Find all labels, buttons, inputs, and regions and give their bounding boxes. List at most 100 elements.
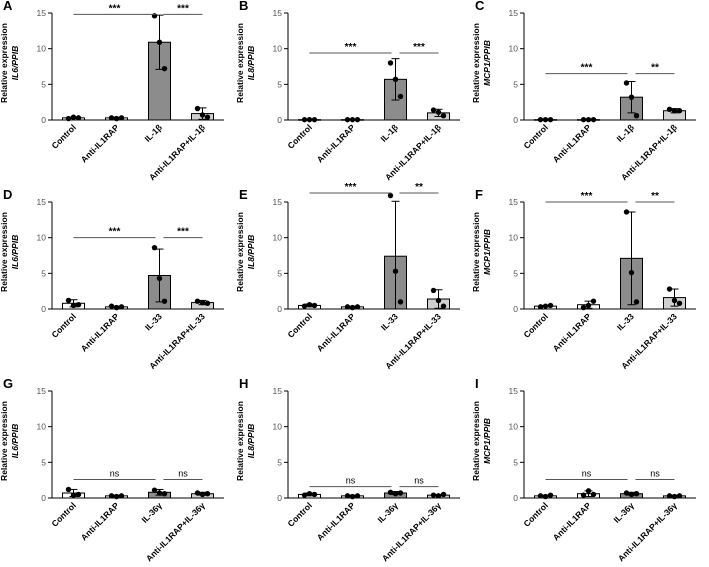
x-tick-label: IL-36γ xyxy=(375,500,400,525)
y-tick-label: 5 xyxy=(41,268,46,278)
significance-label: *** xyxy=(345,182,357,193)
y-tick-label: 0 xyxy=(41,115,46,125)
y-tick-label: 5 xyxy=(277,268,282,278)
x-tick-label: Anti-IL1RAP xyxy=(551,311,593,353)
data-point xyxy=(113,493,120,500)
y-tick-label: 5 xyxy=(41,457,46,467)
data-point xyxy=(623,490,630,496)
data-point xyxy=(671,493,678,500)
data-point xyxy=(108,115,115,121)
data-point xyxy=(301,303,308,309)
x-tick-label: IL-36γ xyxy=(139,500,164,525)
x-tick-label: Control xyxy=(521,500,549,528)
data-point xyxy=(547,492,554,498)
data-point xyxy=(75,491,82,498)
data-point xyxy=(301,116,308,123)
data-point xyxy=(113,304,120,311)
x-tick-label: Control xyxy=(285,500,313,528)
data-point xyxy=(537,116,544,123)
x-tick-label: IL-33 xyxy=(143,311,164,332)
data-point xyxy=(392,268,399,274)
data-point xyxy=(387,192,394,199)
data-point xyxy=(628,491,635,498)
data-point xyxy=(306,116,313,123)
significance-label: *** xyxy=(581,63,593,74)
x-tick-label: Anti-IL1RAP xyxy=(315,500,357,542)
significance-label: ** xyxy=(651,191,659,202)
data-point xyxy=(151,487,158,493)
data-point xyxy=(585,302,592,309)
y-tick-label: 10 xyxy=(509,233,519,243)
y-tick-label: 10 xyxy=(37,233,47,243)
significance-label: ns xyxy=(582,468,592,478)
data-point xyxy=(194,490,201,496)
y-tick-label: 10 xyxy=(509,44,519,54)
y-tick-label: 5 xyxy=(513,79,518,89)
panel-f: F Relative expression MCP1/PPIB 0 5 10 15 Con… xyxy=(471,187,708,378)
x-tick-label: Anti-IL1RAP xyxy=(79,311,121,353)
y-tick-label: 15 xyxy=(37,197,47,207)
data-point xyxy=(75,115,82,121)
data-point xyxy=(108,493,115,499)
data-point xyxy=(435,109,442,115)
panel-label: D xyxy=(3,187,13,202)
data-point xyxy=(633,299,640,305)
data-point xyxy=(344,493,351,499)
x-tick-label: Anti-IL1RAP xyxy=(79,500,121,542)
data-point xyxy=(547,116,554,123)
data-point xyxy=(435,297,442,304)
y-tick-label: 15 xyxy=(509,197,519,207)
data-point xyxy=(301,492,308,498)
data-point xyxy=(113,115,120,122)
y-tick-label: 0 xyxy=(277,115,282,125)
data-point xyxy=(387,489,394,495)
data-point xyxy=(354,116,361,123)
data-point xyxy=(671,108,678,114)
y-tick-label: 15 xyxy=(509,8,519,18)
data-point xyxy=(161,491,168,497)
data-point xyxy=(590,116,597,123)
panel-b: B Relative expression IL8/PPIB 0 5 10 15 Cont… xyxy=(235,0,472,189)
x-tick-label: IL-33 xyxy=(615,311,636,332)
data-point xyxy=(118,115,125,121)
panel-label: G xyxy=(3,376,14,391)
x-tick-label: IL-1β xyxy=(378,122,399,143)
data-point xyxy=(311,116,318,123)
data-point xyxy=(440,491,447,498)
y-tick-label: 15 xyxy=(273,197,283,207)
data-point xyxy=(204,491,211,497)
y-tick-label: 10 xyxy=(273,422,283,432)
data-point xyxy=(666,286,673,292)
panel-i: I Relative expression MCP1/PPIB 0 5 10 15 Con… xyxy=(471,376,708,567)
data-point xyxy=(199,299,206,306)
data-point xyxy=(306,302,313,308)
y-tick-label: 0 xyxy=(513,493,518,503)
data-point xyxy=(430,107,437,113)
y-tick-label: 0 xyxy=(277,493,282,503)
x-tick-label: IL-36γ xyxy=(611,500,636,525)
data-point xyxy=(118,493,125,499)
data-point xyxy=(204,114,211,120)
data-point xyxy=(666,106,673,113)
x-tick-label: Control xyxy=(49,311,77,339)
y-tick-label: 15 xyxy=(509,386,519,396)
data-point xyxy=(547,302,554,309)
data-point xyxy=(676,300,683,306)
y-tick-label: 10 xyxy=(273,44,283,54)
x-tick-label: Anti-IL1RAP xyxy=(551,500,593,542)
x-tick-label: Control xyxy=(285,311,313,339)
data-point xyxy=(542,116,549,123)
x-tick-label: Anti-IL1RAP xyxy=(79,122,121,164)
y-tick-label: 0 xyxy=(41,493,46,503)
significance-label: ** xyxy=(651,63,659,74)
data-point xyxy=(156,39,163,45)
data-point xyxy=(194,105,201,112)
